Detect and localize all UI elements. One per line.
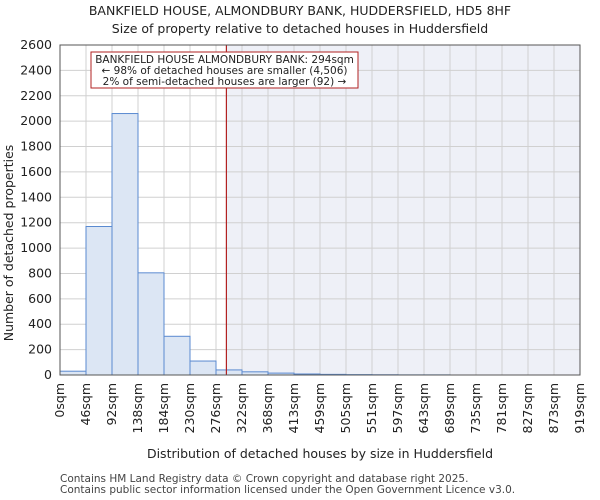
y-tick-label: 1000 [20,240,52,255]
y-tick-label: 400 [28,316,52,331]
x-tick-label: 92sqm [104,383,119,426]
x-tick-label: 781sqm [494,383,509,433]
histogram-bar [163,335,191,376]
y-tick-label: 1200 [20,215,52,230]
x-tick-label: 230sqm [182,383,197,433]
y-tick-label: 1800 [20,139,52,154]
x-tick-label: 413sqm [286,383,301,433]
footer-copyright: Contains HM Land Registry data © Crown c… [60,473,469,485]
x-tick-label: 0sqm [52,383,67,418]
y-tick-label: 800 [28,265,52,280]
x-tick-label: 873sqm [546,383,561,433]
x-axis-label: Distribution of detached houses by size … [147,446,493,461]
histogram-bar [215,369,243,376]
x-tick-label: 643sqm [416,383,431,433]
histogram-bar [85,226,113,376]
histogram-bar [59,370,87,376]
x-tick-label: 505sqm [338,383,353,433]
histogram-bar [111,113,139,376]
x-tick-label: 138sqm [130,383,145,433]
annotation-line: ← 98% of detached houses are smaller (4,… [102,65,348,77]
x-tick-label: 551sqm [364,383,379,433]
plot-frame [59,44,581,376]
x-tick-label: 368sqm [260,383,275,433]
annotation-line: 2% of semi-detached houses are larger (9… [103,76,347,88]
x-tick-label: 735sqm [468,383,483,433]
y-tick-label: 2400 [20,62,52,77]
x-tick-label: 276sqm [208,383,223,433]
x-tick-label: 827sqm [520,383,535,433]
y-tick-label: 2000 [20,113,52,128]
y-tick-label: 1400 [20,189,52,204]
y-tick-label: 2200 [20,88,52,103]
histogram-bar [137,272,165,376]
x-tick-label: 459sqm [312,383,327,433]
y-tick-label: 0 [44,367,52,382]
x-tick-label: 689sqm [442,383,457,433]
chart-title: BANKFIELD HOUSE, ALMONDBURY BANK, HUDDER… [89,3,511,18]
histogram-bar [189,360,217,376]
x-tick-label: 322sqm [234,383,249,433]
x-tick-label: 597sqm [390,383,405,433]
annotation-box [90,51,359,89]
x-tick-label: 184sqm [156,383,171,433]
y-axis-label: Number of detached properties [1,145,16,342]
footer-licence: Contains public sector information licen… [60,484,516,496]
y-tick-label: 200 [28,342,52,357]
y-tick-label: 1600 [20,164,52,179]
annotation-line: BANKFIELD HOUSE ALMONDBURY BANK: 294sqm [95,54,354,66]
x-tick-label: 919sqm [572,383,587,433]
x-tick-label: 46sqm [78,383,93,426]
y-tick-label: 2600 [20,37,52,52]
y-tick-label: 600 [28,291,52,306]
chart-subtitle: Size of property relative to detached ho… [112,21,488,36]
larger-region-shade [226,45,580,375]
chart: BANKFIELD HOUSE, ALMONDBURY BANK, HUDDER… [1,3,587,461]
